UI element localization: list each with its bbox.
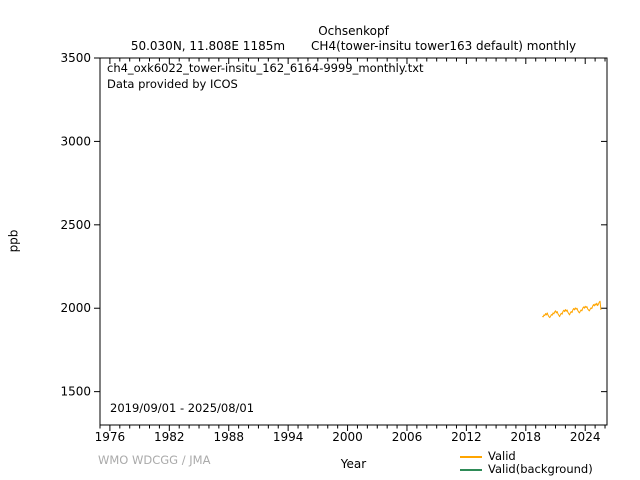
chart-subtitle: 50.030N, 11.808E 1185m CH4(tower-insitu … [0,39,640,53]
svg-text:1988: 1988 [213,430,244,444]
svg-text:2500: 2500 [60,218,91,232]
page-title: Ochsenkopf [0,24,640,38]
series-description: CH4(tower-insitu tower163 default) month… [311,39,577,53]
svg-text:1994: 1994 [273,430,304,444]
chart-title: Ochsenkopf [318,24,389,38]
credit-text: WMO WDCGG / JMA [98,453,211,467]
svg-text:1976: 1976 [95,430,126,444]
filename-annotation: ch4_oxk6022_tower-insitu_162_6164-9999_m… [107,61,424,75]
valid-line-swatch [460,455,482,458]
legend: Valid Valid(background) [460,450,593,476]
svg-text:2006: 2006 [392,430,423,444]
valid-background-line-swatch [460,468,482,471]
svg-text:2024: 2024 [570,430,601,444]
date-range-annotation: 2019/09/01 - 2025/08/01 [110,401,255,415]
svg-text:3000: 3000 [60,134,91,148]
svg-text:2012: 2012 [451,430,482,444]
data-provider-annotation: Data provided by ICOS [107,77,238,91]
legend-label-valid: Valid [488,449,516,463]
x-axis-label: Year [0,457,640,471]
legend-item-valid-background: Valid(background) [460,463,593,476]
svg-text:2000: 2000 [332,430,363,444]
legend-label-valid-background: Valid(background) [488,462,593,476]
y-axis-label: ppb [6,229,21,253]
station-coordinates: 50.030N, 11.808E 1185m [130,39,286,53]
svg-text:2000: 2000 [60,301,91,315]
svg-text:1982: 1982 [154,430,185,444]
svg-text:1500: 1500 [60,385,91,399]
svg-text:3500: 3500 [60,51,91,65]
legend-item-valid: Valid [460,450,593,463]
x-axis-label-text: Year [340,457,367,471]
svg-text:2018: 2018 [511,430,542,444]
